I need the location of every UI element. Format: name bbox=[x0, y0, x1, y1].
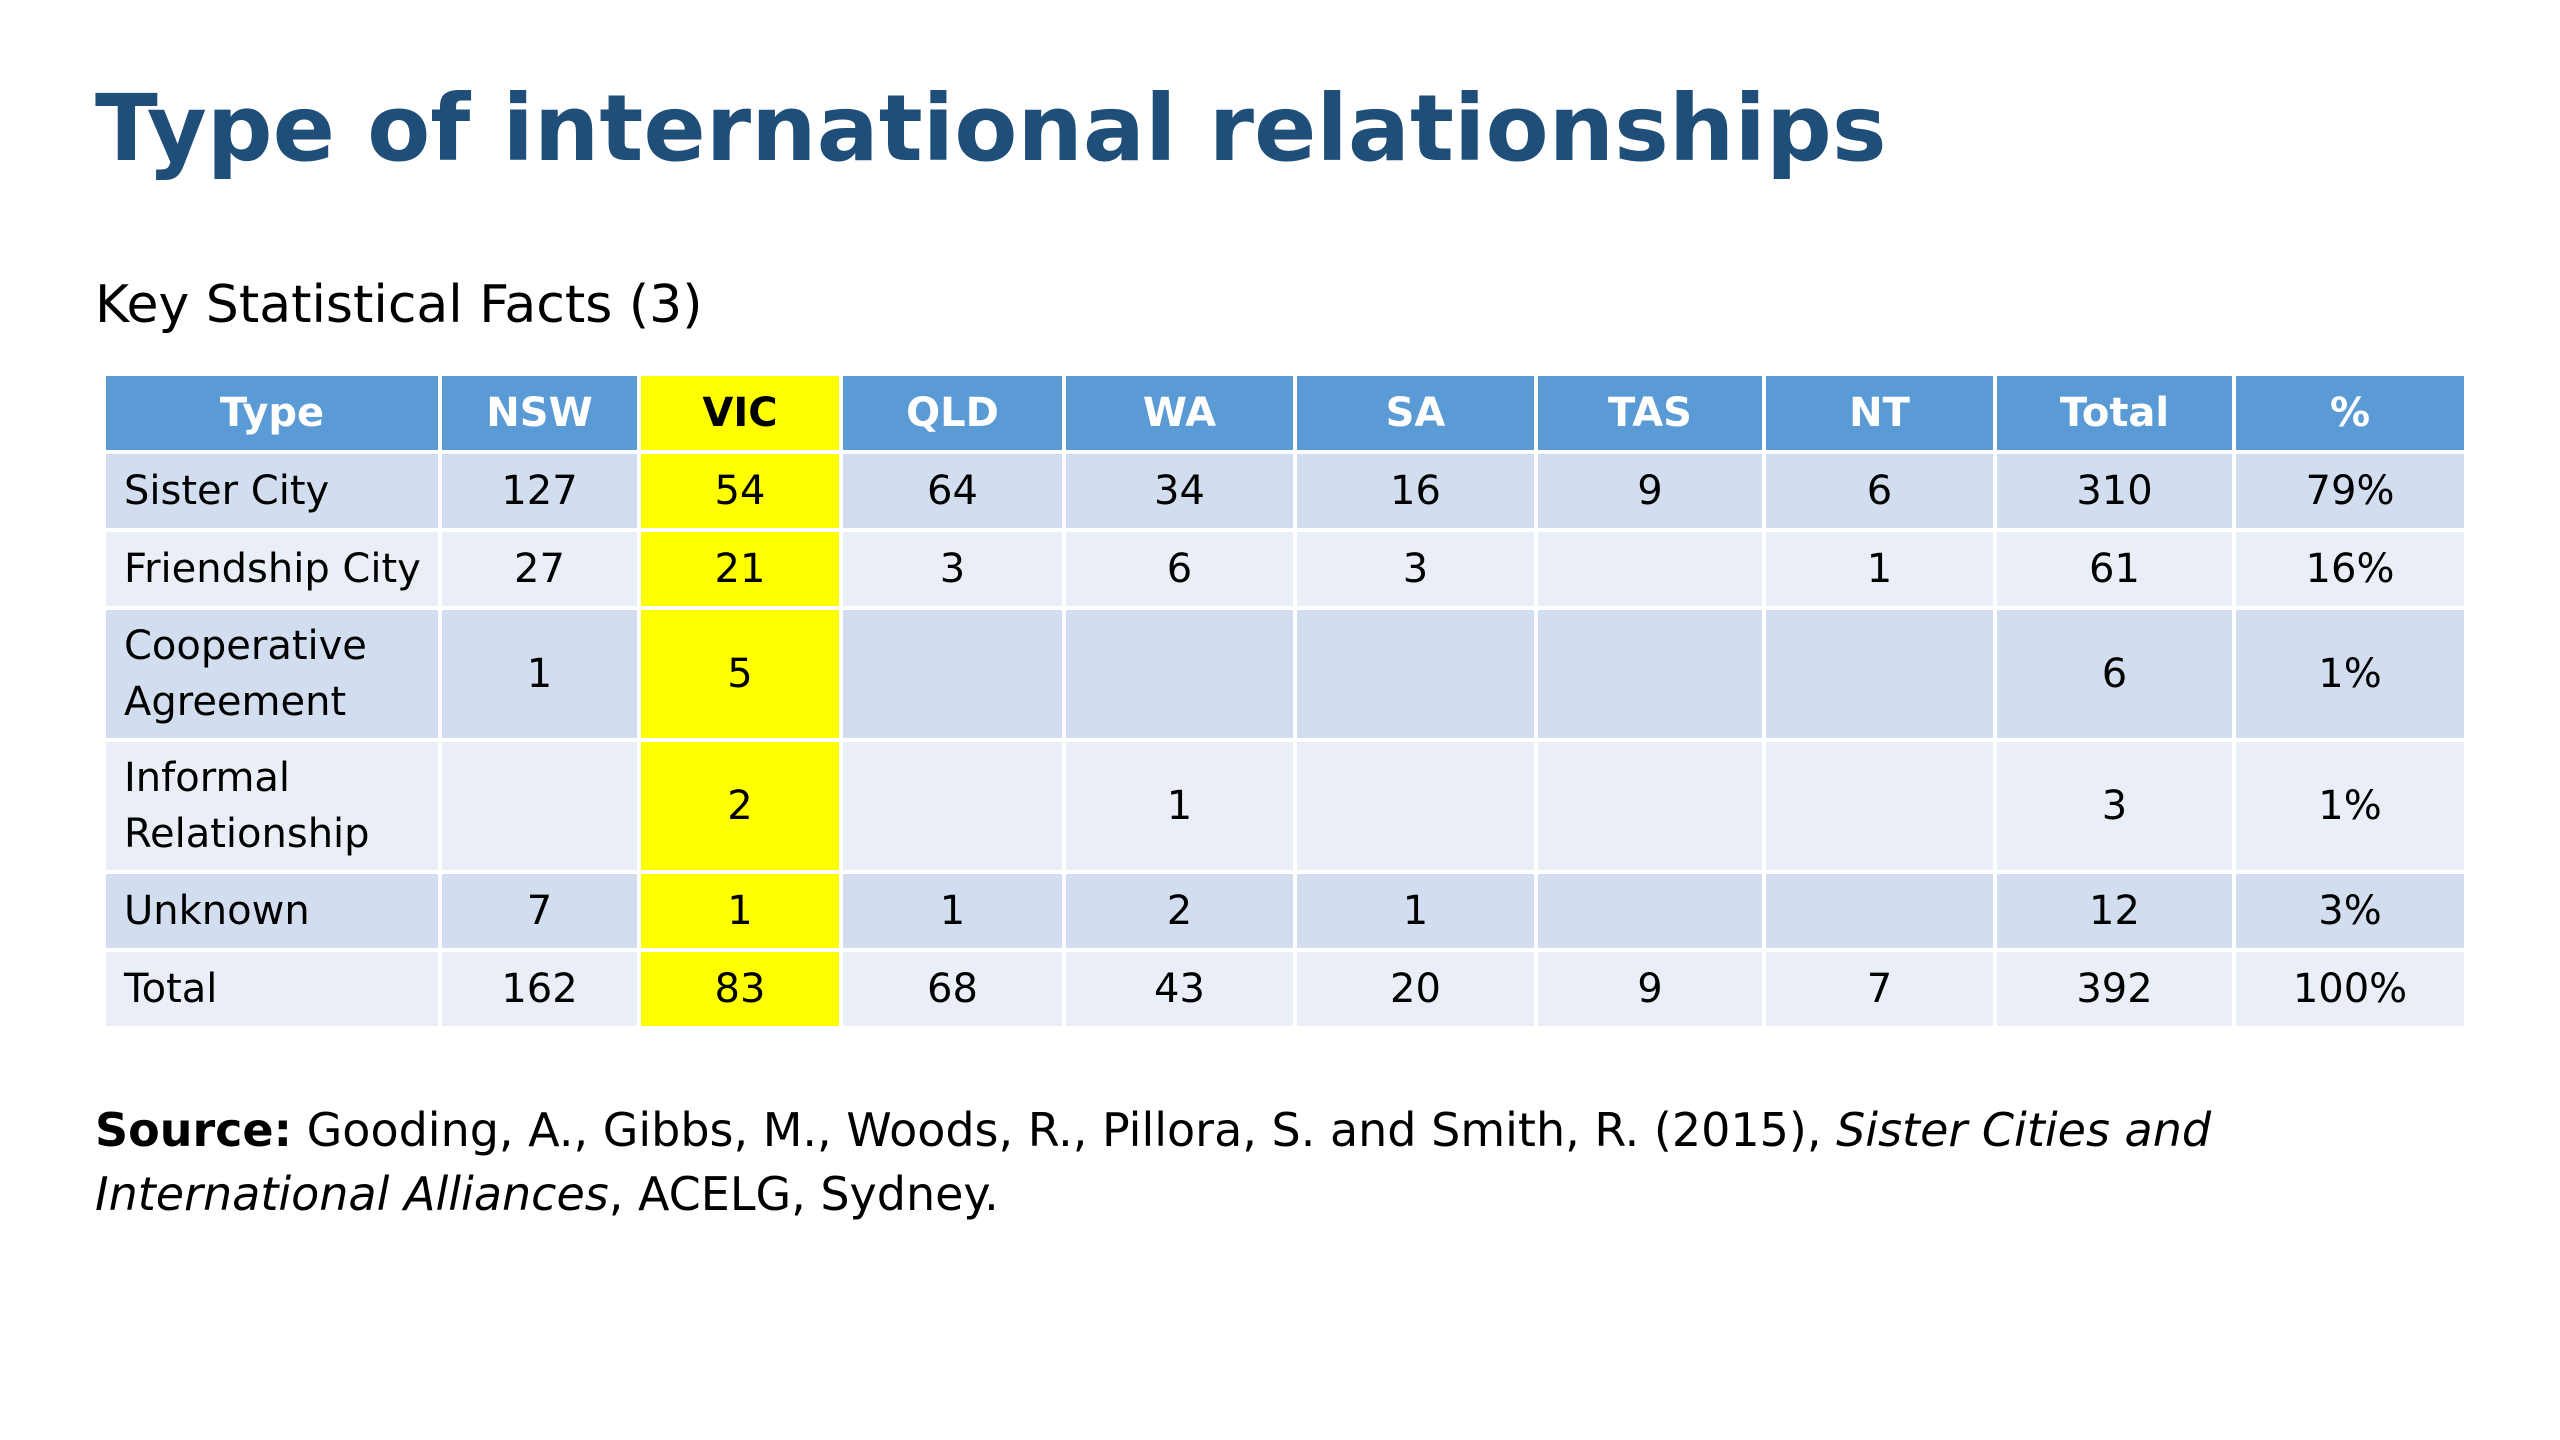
cell-nt bbox=[1762, 738, 1997, 874]
cell-nsw bbox=[438, 738, 641, 874]
cell-vic: 21 bbox=[637, 528, 843, 610]
cell-percent: 1% bbox=[2232, 606, 2468, 742]
header-nsw: NSW bbox=[438, 372, 641, 454]
header-qld: QLD bbox=[839, 372, 1066, 454]
cell-total: 6 bbox=[1993, 606, 2236, 742]
header-total: Total bbox=[1993, 372, 2236, 454]
header-tas: TAS bbox=[1534, 372, 1766, 454]
cell-percent: 16% bbox=[2232, 528, 2468, 610]
cell-vic: 54 bbox=[637, 450, 843, 532]
cell-nt: 6 bbox=[1762, 450, 1997, 532]
cell-type: Informal Relationship bbox=[102, 738, 442, 874]
cell-wa: 1 bbox=[1062, 738, 1297, 874]
cell-type-line: Relationship bbox=[124, 811, 370, 857]
cell-total: 310 bbox=[1993, 450, 2236, 532]
table-header-row: Type NSW VIC QLD WA SA TAS NT Total % bbox=[102, 372, 2468, 454]
cell-type-line: Cooperative bbox=[124, 623, 367, 669]
cell-nsw: 127 bbox=[438, 450, 641, 532]
cell-nt: 1 bbox=[1762, 528, 1997, 610]
cell-sa: 16 bbox=[1293, 450, 1538, 532]
cell-qld: 1 bbox=[839, 870, 1066, 952]
cell-type: Cooperative Agreement bbox=[102, 606, 442, 742]
cell-wa: 6 bbox=[1062, 528, 1297, 610]
cell-tas bbox=[1534, 738, 1766, 874]
cell-nsw: 162 bbox=[438, 948, 641, 1030]
cell-tas: 9 bbox=[1534, 450, 1766, 532]
cell-qld: 64 bbox=[839, 450, 1066, 532]
source-publication: Sister Cities and International Alliance… bbox=[95, 1103, 2212, 1221]
cell-vic: 83 bbox=[637, 948, 843, 1030]
cell-qld: 68 bbox=[839, 948, 1066, 1030]
cell-nsw: 27 bbox=[438, 528, 641, 610]
header-sa: SA bbox=[1293, 372, 1538, 454]
header-type: Type bbox=[102, 372, 442, 454]
slide-title: Type of international relationships bbox=[95, 75, 1887, 182]
cell-total: 61 bbox=[1993, 528, 2236, 610]
cell-total: 3 bbox=[1993, 738, 2236, 874]
cell-wa: 2 bbox=[1062, 870, 1297, 952]
cell-tas: 9 bbox=[1534, 948, 1766, 1030]
cell-nt: 7 bbox=[1762, 948, 1997, 1030]
slide-subtitle: Key Statistical Facts (3) bbox=[95, 275, 703, 335]
cell-tas bbox=[1534, 528, 1766, 610]
cell-sa bbox=[1293, 738, 1538, 874]
table-row: Friendship City 27 21 3 6 3 1 61 16% bbox=[102, 528, 2468, 610]
cell-nt bbox=[1762, 870, 1997, 952]
cell-type-line: Informal bbox=[124, 755, 291, 801]
cell-vic: 1 bbox=[637, 870, 843, 952]
table-row: Cooperative Agreement 1 5 6 1% bbox=[102, 606, 2468, 742]
cell-type: Total bbox=[102, 948, 442, 1030]
cell-sa: 3 bbox=[1293, 528, 1538, 610]
cell-percent: 3% bbox=[2232, 870, 2468, 952]
table-row: Unknown 7 1 1 2 1 12 3% bbox=[102, 870, 2468, 952]
header-vic: VIC bbox=[637, 372, 843, 454]
source-authors: Gooding, A., Gibbs, M., Woods, R., Pillo… bbox=[292, 1103, 1837, 1157]
cell-total: 12 bbox=[1993, 870, 2236, 952]
source-publisher: , ACELG, Sydney. bbox=[608, 1167, 999, 1221]
cell-sa bbox=[1293, 606, 1538, 742]
cell-total: 392 bbox=[1993, 948, 2236, 1030]
cell-nsw: 1 bbox=[438, 606, 641, 742]
cell-type-line: Agreement bbox=[124, 679, 347, 725]
cell-type: Sister City bbox=[102, 450, 442, 532]
cell-vic: 5 bbox=[637, 606, 843, 742]
header-percent: % bbox=[2232, 372, 2468, 454]
relationships-table: Type NSW VIC QLD WA SA TAS NT Total % Si… bbox=[102, 372, 2468, 1030]
cell-qld: 3 bbox=[839, 528, 1066, 610]
cell-type: Friendship City bbox=[102, 528, 442, 610]
table-row-total: Total 162 83 68 43 20 9 7 392 100% bbox=[102, 948, 2468, 1030]
header-nt: NT bbox=[1762, 372, 1997, 454]
cell-sa: 20 bbox=[1293, 948, 1538, 1030]
cell-sa: 1 bbox=[1293, 870, 1538, 952]
cell-nt bbox=[1762, 606, 1997, 742]
cell-qld bbox=[839, 738, 1066, 874]
cell-vic: 2 bbox=[637, 738, 843, 874]
header-wa: WA bbox=[1062, 372, 1297, 454]
cell-percent: 1% bbox=[2232, 738, 2468, 874]
cell-tas bbox=[1534, 870, 1766, 952]
table-row: Sister City 127 54 64 34 16 9 6 310 79% bbox=[102, 450, 2468, 532]
cell-qld bbox=[839, 606, 1066, 742]
source-label: Source: bbox=[95, 1103, 293, 1157]
cell-wa: 43 bbox=[1062, 948, 1297, 1030]
cell-percent: 79% bbox=[2232, 450, 2468, 532]
cell-percent: 100% bbox=[2232, 948, 2468, 1030]
cell-type: Unknown bbox=[102, 870, 442, 952]
cell-tas bbox=[1534, 606, 1766, 742]
source-citation: Source: Gooding, A., Gibbs, M., Woods, R… bbox=[95, 1098, 2395, 1226]
cell-nsw: 7 bbox=[438, 870, 641, 952]
cell-wa: 34 bbox=[1062, 450, 1297, 532]
table-row: Informal Relationship 2 1 3 1% bbox=[102, 738, 2468, 874]
cell-wa bbox=[1062, 606, 1297, 742]
